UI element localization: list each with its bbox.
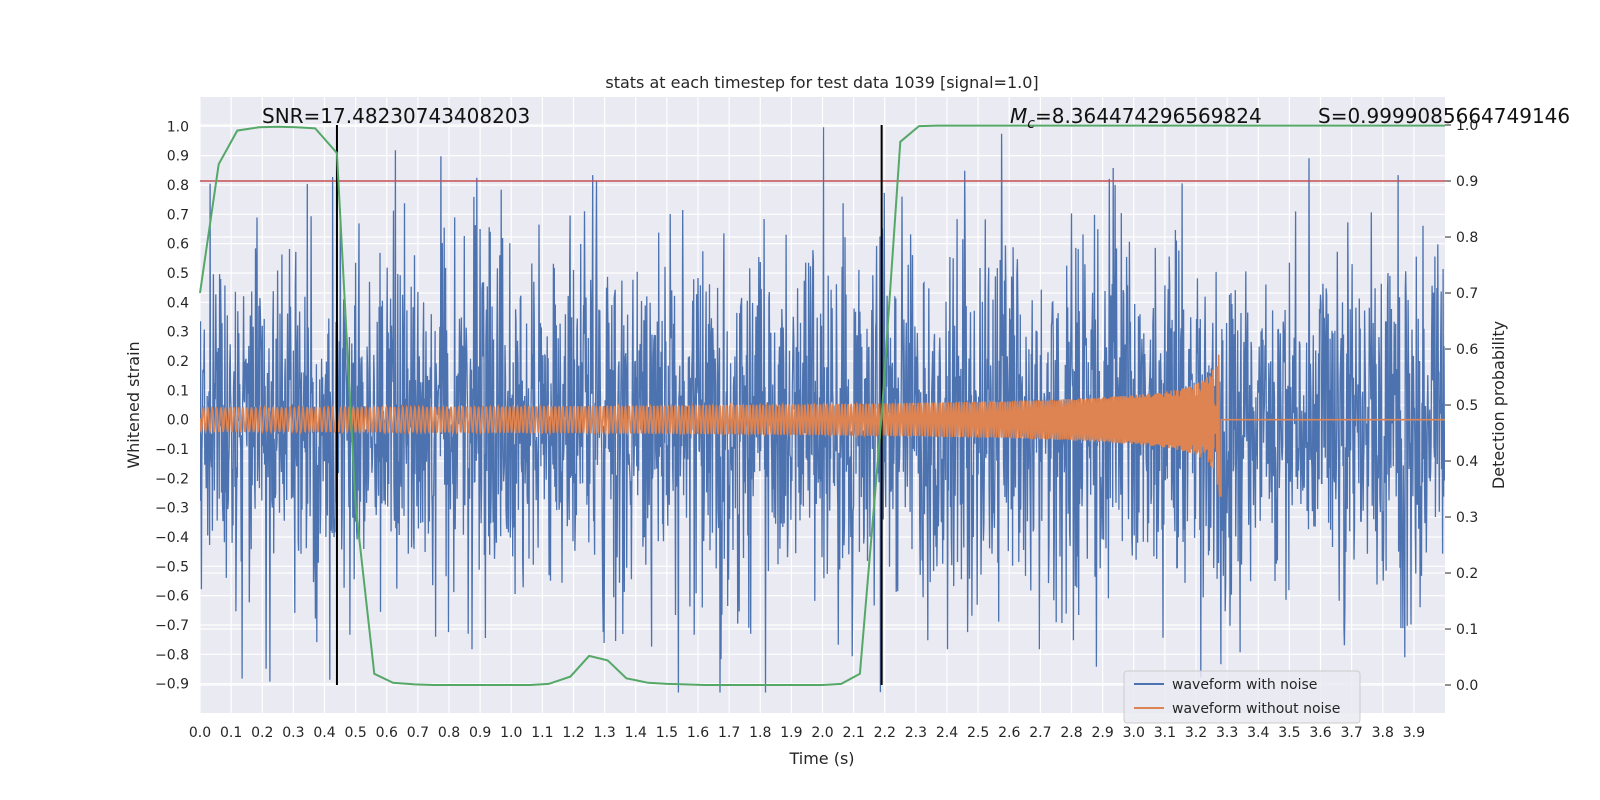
x-tick-label: 3.7 (1340, 725, 1362, 741)
x-tick-label: 0.7 (407, 725, 429, 741)
x-tick-label: 3.8 (1372, 725, 1394, 741)
y2-tick-label: 0.8 (1456, 230, 1478, 246)
x-tick-label: 0.9 (469, 725, 491, 741)
waveform-without-noise-line (200, 354, 1445, 497)
y-tick-label: 0.1 (167, 383, 189, 399)
x-tick-label: 3.0 (1123, 725, 1145, 741)
x-tick-label: 3.1 (1154, 725, 1176, 741)
y-tick-label: 0.3 (167, 325, 189, 341)
y2-tick-labels: 1.0 0.9 0.8 0.7 0.6 0.5 0.4 0.3 0.2 0.1 0.0 (1445, 118, 1478, 694)
x-tick-label: 1.7 (718, 725, 740, 741)
legend-label-noise: waveform with noise (1172, 677, 1317, 693)
x-tick-label: 0.5 (344, 725, 366, 741)
y-tick-label: 0.5 (167, 266, 189, 282)
y2-tick-label: 0.7 (1456, 286, 1478, 302)
y2-axis-label: Detection probability (1489, 321, 1508, 489)
y-tick-label: 0.4 (167, 295, 189, 311)
x-tick-label: 1.9 (780, 725, 802, 741)
x-tick-label: 2.0 (811, 725, 833, 741)
x-tick-label: 0.2 (251, 725, 273, 741)
x-tick-labels: 0.0 0.1 0.2 0.3 0.4 0.5 0.6 0.7 0.8 0.9 1.0 1.1 1.2 1… (189, 725, 1425, 741)
x-tick-label: 1.3 (593, 725, 615, 741)
x-tick-label: 2.2 (874, 725, 896, 741)
y-tick-label: 0.9 (167, 149, 189, 165)
chart-title: stats at each timestep for test data 103… (605, 73, 1038, 92)
x-tick-label: 3.9 (1403, 725, 1425, 741)
y2-tick-label: 0.2 (1456, 566, 1478, 582)
y-tick-label: 0.6 (167, 237, 189, 253)
y2-tick-label: 0.0 (1456, 678, 1478, 694)
x-tick-label: 3.3 (1216, 725, 1238, 741)
x-tick-label: 2.4 (936, 725, 958, 741)
legend-label-clean: waveform without noise (1172, 701, 1340, 717)
x-tick-label: 2.7 (1029, 725, 1051, 741)
y-tick-label: −0.4 (155, 530, 189, 546)
y2-tick-label: 0.5 (1456, 398, 1478, 414)
x-tick-label: 2.9 (1091, 725, 1113, 741)
legend-box (1123, 670, 1361, 724)
y-tick-labels: 1.0 0.9 0.8 0.7 0.6 0.5 0.4 0.3 0.2 0.1 0.0 −0.1 −0.… (155, 119, 189, 692)
y-tick-label: −0.7 (155, 618, 189, 634)
x-tick-label: 2.1 (842, 725, 864, 741)
y-tick-label: −0.1 (155, 442, 189, 458)
legend: waveform with noise waveform without noi… (1123, 670, 1361, 724)
x-tick-label: 3.5 (1278, 725, 1300, 741)
y2-tick-label: 1.0 (1456, 118, 1478, 134)
x-tick-label: 2.8 (1060, 725, 1082, 741)
x-tick-label: 0.6 (376, 725, 398, 741)
x-tick-label: 1.6 (687, 725, 709, 741)
y-tick-label: −0.2 (155, 471, 189, 487)
x-tick-label: 0.1 (220, 725, 242, 741)
x-tick-label: 3.2 (1185, 725, 1207, 741)
x-tick-label: 3.6 (1309, 725, 1331, 741)
x-tick-label: 0.0 (189, 725, 211, 741)
y2-tick-label: 0.6 (1456, 342, 1478, 358)
x-tick-label: 0.8 (438, 725, 460, 741)
x-tick-label: 1.8 (749, 725, 771, 741)
y2-tick-label: 0.1 (1456, 622, 1478, 638)
x-tick-label: 1.0 (500, 725, 522, 741)
y2-tick-label: 0.9 (1456, 174, 1478, 190)
mc-annotation: Mc=8.364474296569824 (1010, 104, 1262, 132)
y-tick-label: 0.0 (167, 413, 189, 429)
y2-tick-label: 0.4 (1456, 454, 1478, 470)
x-tick-label: 3.4 (1247, 725, 1269, 741)
snr-annotation: SNR=17.48230743408203 (262, 104, 530, 128)
x-tick-label: 0.4 (313, 725, 335, 741)
x-tick-label: 1.2 (562, 725, 584, 741)
y-tick-label: 0.7 (167, 207, 189, 223)
x-tick-label: 2.3 (905, 725, 927, 741)
y-tick-label: 1.0 (167, 119, 189, 135)
x-tick-label: 1.1 (531, 725, 553, 741)
detection-probability-line (199, 124, 1445, 686)
y-tick-label: −0.3 (155, 501, 189, 517)
x-tick-label: 1.5 (656, 725, 678, 741)
y-tick-label: −0.9 (155, 677, 189, 693)
y-tick-label: 0.2 (167, 354, 189, 370)
y-tick-label: −0.6 (155, 589, 189, 605)
x-tick-label: 1.4 (625, 725, 647, 741)
x-tick-label: 2.6 (998, 725, 1020, 741)
x-tick-label: 0.3 (282, 725, 304, 741)
s-annotation: S=0.9999085664749146 (1318, 104, 1570, 128)
x-axis-label: Time (s) (788, 749, 854, 768)
y-tick-label: 0.8 (167, 178, 189, 194)
y-tick-label: −0.5 (155, 559, 189, 575)
y2-tick-label: 0.3 (1456, 510, 1478, 526)
y-tick-label: −0.8 (155, 647, 189, 663)
y-axis-label: Whitened strain (124, 341, 143, 468)
x-tick-label: 2.5 (967, 725, 989, 741)
